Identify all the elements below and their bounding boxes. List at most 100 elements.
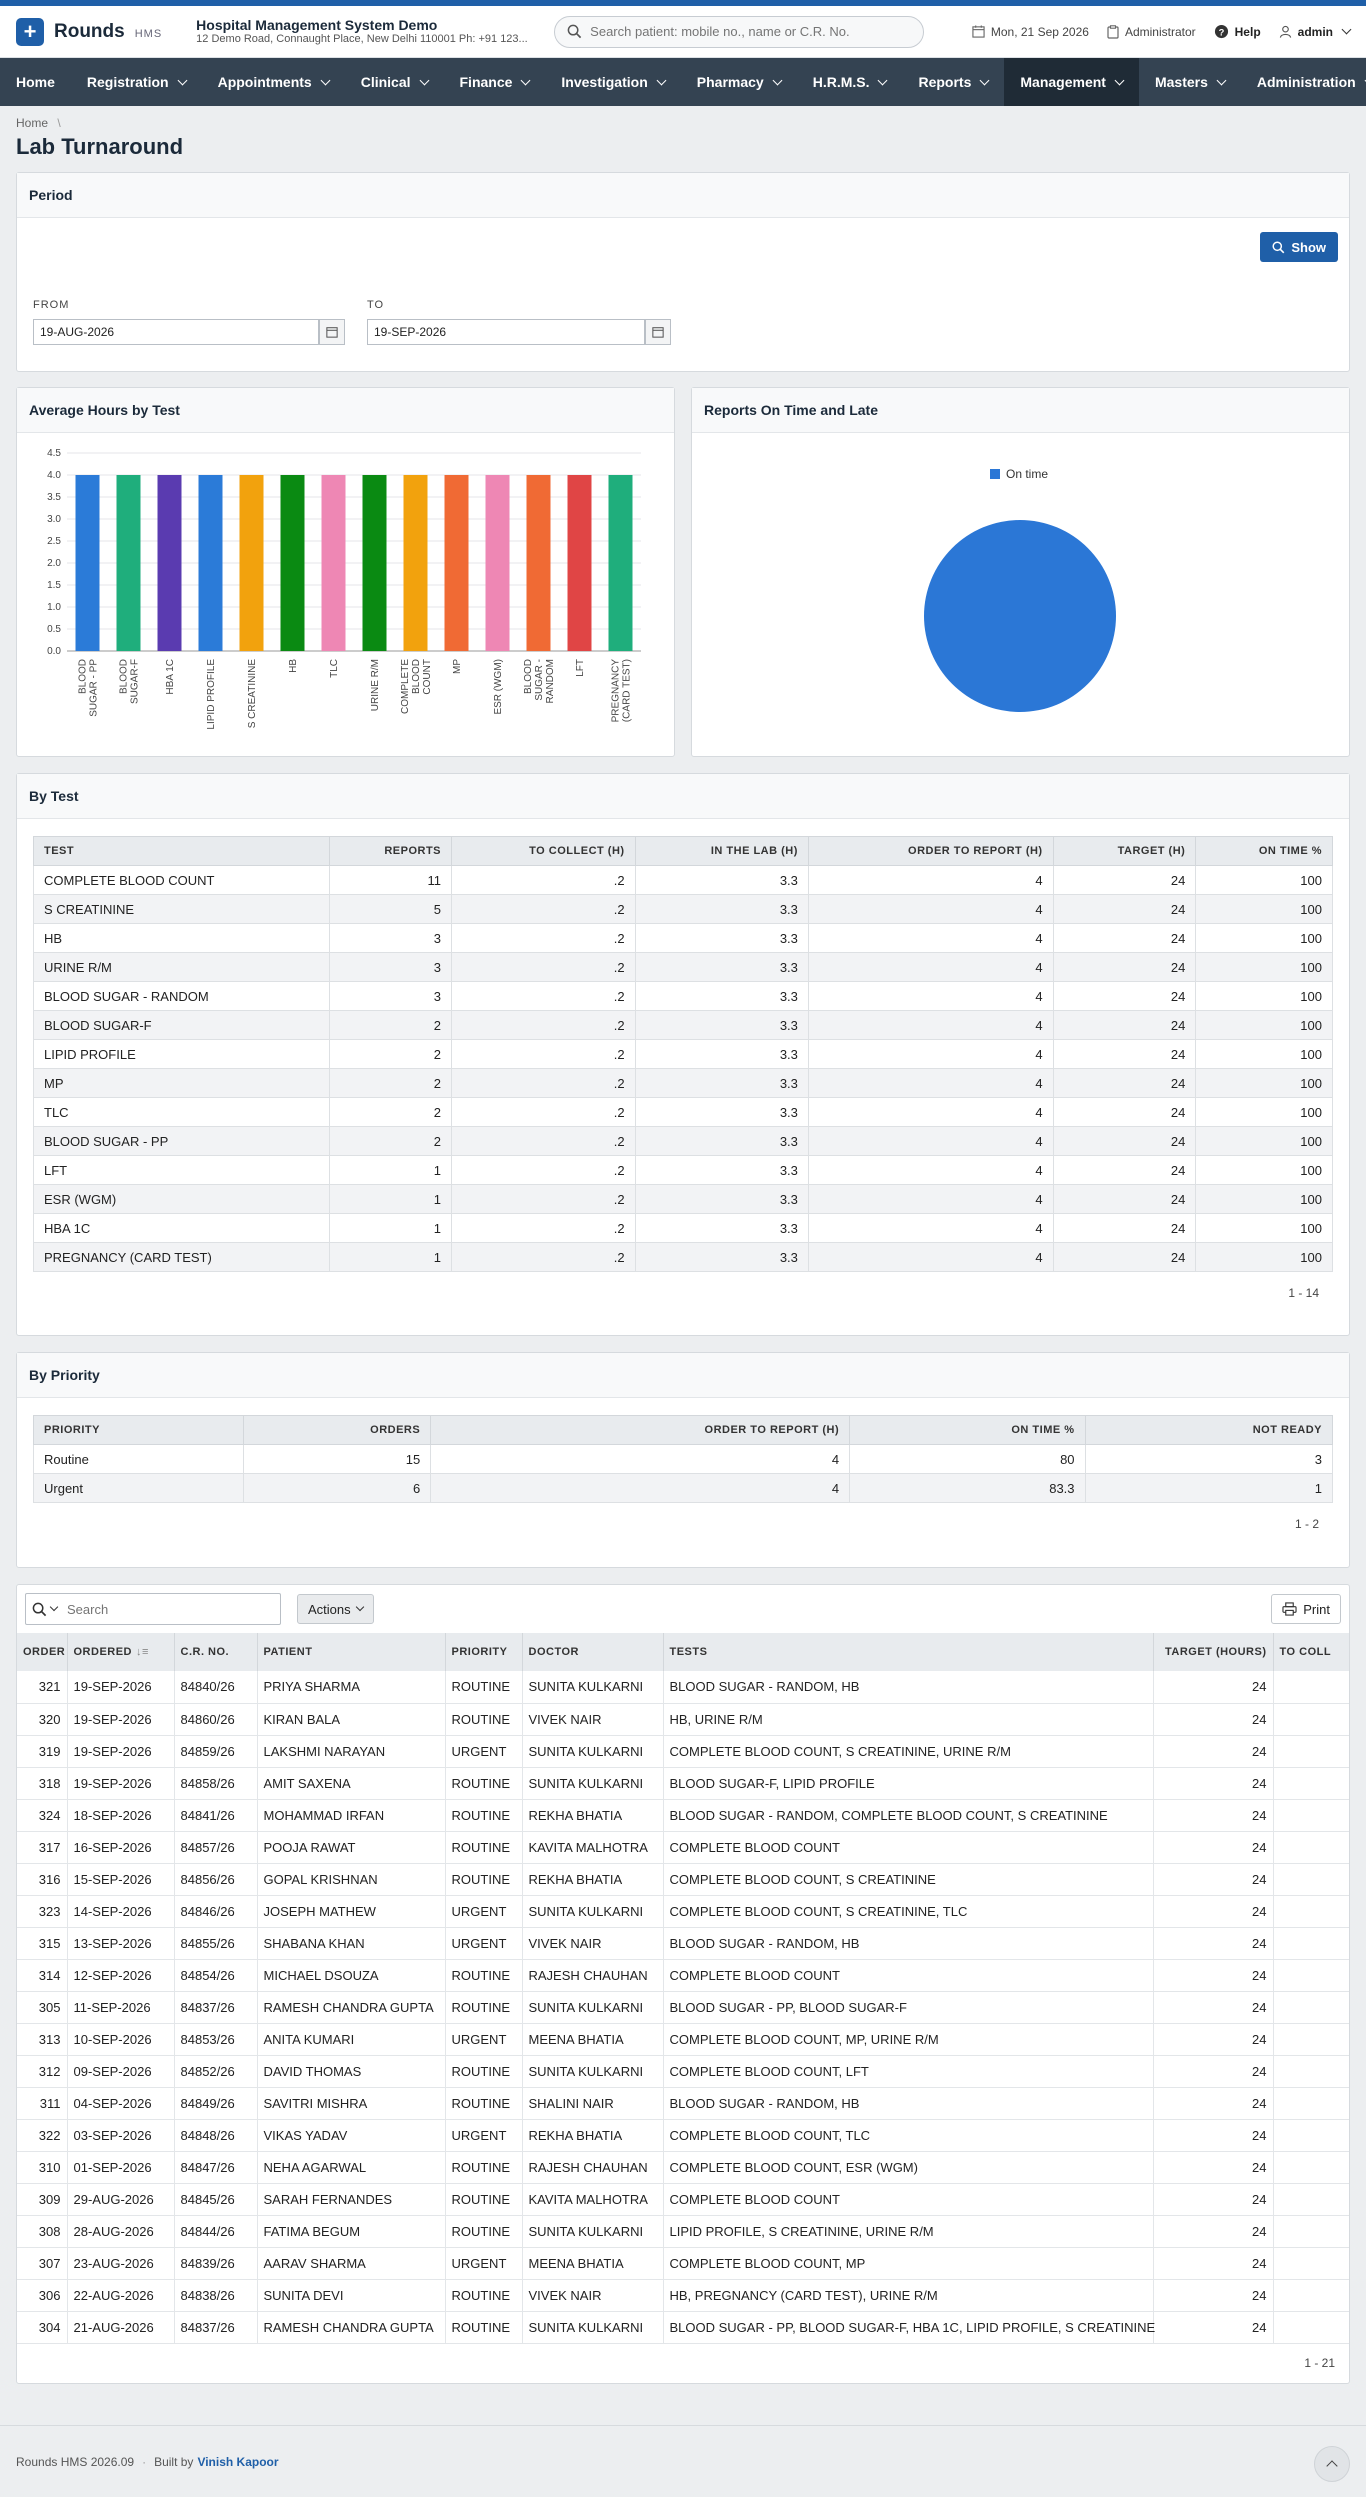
patient-search-input[interactable] — [590, 24, 891, 39]
by-test-header[interactable]: REPORTS — [328, 836, 453, 866]
nav-item-h-r-m-s[interactable]: H.R.M.S. — [797, 58, 903, 106]
table-row[interactable]: 321 19-SEP-2026 84840/26 PRIYA SHARMA ROUTIN… — [17, 1671, 1349, 1704]
by-priority-header[interactable]: ON TIME % — [849, 1415, 1086, 1445]
actions-button[interactable]: Actions — [297, 1594, 374, 1624]
table-row[interactable]: 316 15-SEP-2026 84856/26 GOPAL KRISHNAN ROUT… — [17, 1863, 1349, 1896]
nav-item-pharmacy[interactable]: Pharmacy — [681, 58, 797, 106]
nav-item-administration[interactable]: Administration — [1241, 58, 1366, 106]
orders-header[interactable]: ORDER — [17, 1633, 68, 1671]
bar[interactable] — [567, 475, 592, 651]
nav-item-home[interactable]: Home — [0, 58, 71, 106]
table-cell: RAJESH CHAUHAN — [522, 2151, 664, 2184]
footer-author-link[interactable]: Vinish Kapoor — [197, 2454, 279, 2469]
nav-item-appointments[interactable]: Appointments — [202, 58, 345, 106]
table-cell: ROUTINE — [445, 2279, 523, 2312]
from-calendar-button[interactable] — [319, 319, 345, 345]
by-priority-card: By Priority PRIORITY ORDERS ORDER TO REPOR… — [16, 1352, 1350, 1568]
patient-search[interactable] — [554, 15, 925, 48]
help-link[interactable]: ? Help — [1214, 24, 1261, 39]
print-button[interactable]: Print — [1271, 1594, 1341, 1624]
table-cell: URGENT — [445, 2247, 523, 2280]
table-row[interactable]: 323 14-SEP-2026 84846/26 JOSEPH MATHEW URGEN… — [17, 1895, 1349, 1928]
table-row[interactable]: 315 13-SEP-2026 84855/26 SHABANA KHAN URGENT… — [17, 1927, 1349, 1960]
nav-item-masters[interactable]: Masters — [1139, 58, 1241, 106]
by-test-header[interactable]: TO COLLECT (H) — [451, 836, 636, 866]
sort-icon[interactable]: ↓≡ — [136, 1646, 149, 1658]
bar[interactable] — [485, 475, 510, 651]
table-cell: ESR (WGM) — [33, 1184, 330, 1214]
header-role[interactable]: Administrator — [1107, 25, 1196, 39]
table-row[interactable]: 308 28-AUG-2026 84844/26 FATIMA BEGUM ROUTIN… — [17, 2215, 1349, 2248]
by-test-header[interactable]: IN THE LAB (H) — [634, 836, 809, 866]
table-row[interactable]: 317 16-SEP-2026 84857/26 POOJA RAWAT ROUTINE… — [17, 1831, 1349, 1864]
table-row[interactable]: 312 09-SEP-2026 84852/26 DAVID THOMAS ROUTIN… — [17, 2055, 1349, 2088]
nav-item-registration[interactable]: Registration — [71, 58, 202, 106]
by-priority-header[interactable]: ORDER TO REPORT (H) — [430, 1415, 851, 1445]
table-row[interactable]: 310 01-SEP-2026 84847/26 NEHA AGARWAL ROUTIN… — [17, 2151, 1349, 2184]
from-date-input[interactable] — [33, 319, 319, 345]
orders-header[interactable]: TO COLL — [1273, 1633, 1349, 1671]
orders-header[interactable]: TARGET (HOURS) — [1153, 1633, 1274, 1671]
table-cell: .2 — [451, 923, 636, 953]
bar[interactable] — [280, 475, 305, 651]
bar[interactable] — [239, 475, 264, 651]
orders-header[interactable]: PATIENT — [257, 1633, 446, 1671]
by-test-header[interactable]: TARGET (H) — [1052, 836, 1197, 866]
table-row[interactable]: 313 10-SEP-2026 84853/26 ANITA KUMARI URGENT… — [17, 2023, 1349, 2056]
nav-item-finance[interactable]: Finance — [444, 58, 546, 106]
by-test-header[interactable]: ORDER TO REPORT (H) — [807, 836, 1054, 866]
by-test-header[interactable]: TEST — [33, 836, 330, 866]
bar[interactable] — [116, 475, 141, 651]
table-row[interactable]: 304 21-AUG-2026 84837/26 RAMESH CHANDRA GUP… — [17, 2311, 1349, 2344]
to-date-input[interactable] — [367, 319, 645, 345]
show-button[interactable]: Show — [1260, 232, 1338, 262]
plus-icon[interactable]: + — [16, 17, 44, 46]
orders-header[interactable]: C.R. NO. — [174, 1633, 258, 1671]
table-row[interactable]: 307 23-AUG-2026 84839/26 AARAV SHARMA URGENT… — [17, 2247, 1349, 2280]
table-row[interactable]: 319 19-SEP-2026 84859/26 LAKSHMI NARAYAN URG… — [17, 1735, 1349, 1768]
bar[interactable] — [444, 475, 469, 651]
orders-header[interactable]: TESTS — [663, 1633, 1154, 1671]
orders-search-input[interactable] — [67, 1601, 267, 1617]
table-row[interactable]: 311 04-SEP-2026 84849/26 SAVITRI MISHRA ROUT… — [17, 2087, 1349, 2120]
table-row[interactable]: 305 11-SEP-2026 84837/26 RAMESH CHANDRA GUP… — [17, 1991, 1349, 2024]
nav-item-reports[interactable]: Reports — [902, 58, 1004, 106]
bar[interactable] — [198, 475, 223, 651]
table-row[interactable]: 314 12-SEP-2026 84854/26 MICHAEL DSOUZA ROUT… — [17, 1959, 1349, 1992]
table-row[interactable]: 324 18-SEP-2026 84841/26 MOHAMMAD IRFAN ROUT… — [17, 1799, 1349, 1832]
table-row[interactable]: 306 22-AUG-2026 84838/26 SUNITA DEVI ROUTINE… — [17, 2279, 1349, 2312]
by-priority-header[interactable]: NOT READY — [1084, 1415, 1334, 1445]
pie-legend[interactable]: On time — [990, 467, 1048, 481]
user-menu[interactable]: admin — [1279, 25, 1352, 39]
orders-search[interactable] — [25, 1593, 281, 1625]
by-priority-header[interactable]: PRIORITY — [33, 1415, 244, 1445]
bar[interactable] — [403, 475, 428, 651]
nav-item-clinical[interactable]: Clinical — [345, 58, 444, 106]
table-row[interactable]: 320 19-SEP-2026 84860/26 KIRAN BALA ROUTINE V… — [17, 1703, 1349, 1736]
table-row[interactable]: 309 29-AUG-2026 84845/26 SARAH FERNANDES ROU… — [17, 2183, 1349, 2216]
bar[interactable] — [526, 475, 551, 651]
breadcrumb-home[interactable]: Home — [16, 116, 49, 130]
bar[interactable] — [75, 475, 100, 651]
chevron-down-icon — [772, 75, 783, 85]
bar[interactable] — [608, 475, 633, 651]
bar[interactable] — [157, 475, 182, 651]
actions-label: Actions — [308, 1601, 351, 1617]
to-calendar-button[interactable] — [645, 319, 671, 345]
by-priority-header[interactable]: ORDERS — [242, 1415, 432, 1445]
orders-header[interactable]: PRIORITY — [445, 1633, 523, 1671]
table-row[interactable]: 322 03-SEP-2026 84848/26 VIKAS YADAV URGENT R… — [17, 2119, 1349, 2152]
search-icon — [567, 24, 582, 39]
nav-item-investigation[interactable]: Investigation — [545, 58, 680, 106]
scroll-top-button[interactable] — [1314, 2446, 1350, 2482]
table-row[interactable]: 318 19-SEP-2026 84858/26 AMIT SAXENA ROUTINE… — [17, 1767, 1349, 1800]
by-test-header[interactable]: ON TIME % — [1195, 836, 1333, 866]
nav-item-management[interactable]: Management — [1004, 58, 1139, 106]
bar[interactable] — [321, 475, 346, 651]
orders-header[interactable]: ORDERED ↓≡ — [67, 1633, 175, 1671]
orders-header[interactable]: DOCTOR — [522, 1633, 664, 1671]
table-cell: HB, PREGNANCY (CARD TEST), URINE R/M — [663, 2279, 1154, 2312]
chevron-down-icon[interactable] — [49, 1602, 59, 1612]
pie-slice[interactable] — [924, 520, 1116, 712]
bar[interactable] — [362, 475, 387, 651]
